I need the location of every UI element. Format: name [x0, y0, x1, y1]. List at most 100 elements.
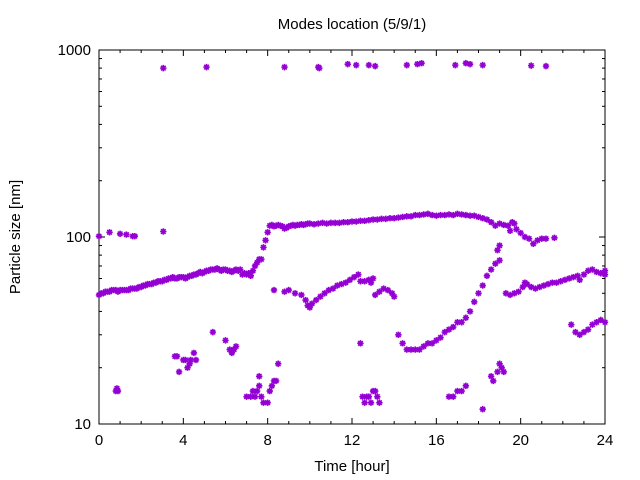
data-point [441, 211, 448, 219]
data-point [511, 290, 518, 297]
data-point [344, 60, 351, 68]
data-point [228, 349, 236, 357]
x-tick-label: 8 [263, 432, 271, 449]
data-point [424, 210, 432, 218]
data-point [268, 382, 276, 390]
data-point [549, 279, 556, 286]
data-point [570, 273, 577, 281]
data-point [479, 282, 486, 289]
data-point [175, 368, 183, 376]
data-point [230, 346, 238, 353]
y-tick-label: 10 [74, 416, 91, 433]
x-tick-label: 12 [344, 432, 361, 449]
data-point [399, 340, 406, 347]
data-point [260, 399, 267, 406]
data-point [492, 260, 499, 267]
data-point [327, 219, 335, 227]
data-point [568, 321, 575, 328]
data-point [281, 288, 288, 295]
data-point [325, 286, 333, 294]
data-point [466, 212, 474, 219]
data-point [114, 387, 122, 395]
data-point [251, 393, 259, 400]
data-point [237, 266, 244, 273]
data-point [113, 385, 121, 392]
chart-title: Modes location (5/9/1) [278, 16, 426, 33]
data-point [479, 405, 486, 413]
data-point [376, 399, 383, 406]
data-point [576, 276, 583, 284]
data-point [572, 328, 579, 336]
data-point [433, 337, 440, 344]
data-point [496, 220, 503, 227]
data-point [420, 211, 427, 218]
data-point [462, 382, 470, 390]
data-point [517, 229, 524, 237]
data-point [437, 211, 444, 219]
data-point [344, 218, 351, 226]
data-point [371, 387, 379, 395]
data-point [565, 275, 573, 282]
data-point [414, 60, 421, 68]
data-point [367, 399, 375, 406]
data-point [580, 271, 588, 278]
data-point [338, 280, 345, 288]
data-point [317, 293, 324, 300]
data-point [412, 346, 419, 353]
data-point [462, 314, 470, 321]
x-tick-label: 20 [512, 432, 529, 449]
data-point [403, 346, 411, 353]
data-point [584, 326, 592, 333]
data-point [359, 393, 366, 400]
data-point [458, 211, 465, 218]
data-point [500, 368, 507, 376]
data-point [253, 259, 261, 266]
data-point [399, 213, 406, 221]
data-point [536, 283, 543, 291]
data-point [445, 211, 453, 218]
data-point [506, 227, 514, 234]
data-point [475, 290, 482, 297]
data-point [528, 283, 535, 291]
data-point [441, 328, 448, 336]
data-point [226, 346, 233, 353]
data-point [253, 387, 261, 395]
data-point [308, 300, 316, 307]
data-point [270, 286, 278, 294]
data-point [365, 61, 373, 69]
data-point [428, 211, 436, 219]
data-point [160, 228, 167, 235]
data-point [365, 393, 373, 400]
data-point [532, 285, 539, 292]
data-point [365, 276, 373, 284]
data-point [407, 346, 415, 353]
data-point [584, 267, 592, 274]
data-point [450, 393, 457, 400]
data-point [374, 393, 381, 400]
x-tick-label: 0 [95, 432, 103, 449]
data-point [222, 337, 229, 344]
y-tick-label: 100 [66, 229, 91, 246]
data-point [487, 266, 495, 273]
data-point [378, 215, 385, 223]
data-point [494, 246, 501, 254]
data-point [466, 60, 474, 68]
data-point [542, 62, 550, 70]
data-point [281, 63, 288, 71]
data-point [395, 331, 402, 338]
data-point [369, 275, 377, 282]
data-point [454, 210, 461, 218]
data-point [601, 271, 609, 278]
data-point [395, 214, 402, 221]
data-point [285, 286, 292, 294]
data-point [203, 63, 210, 71]
data-point [490, 377, 497, 385]
data-point [496, 257, 503, 264]
data-point [353, 218, 360, 225]
data-point [353, 61, 360, 69]
data-point [384, 286, 392, 294]
x-tick-label: 24 [597, 432, 614, 449]
data-point [479, 61, 486, 69]
y-tick-label: 1000 [58, 42, 91, 59]
data-point [424, 340, 432, 347]
